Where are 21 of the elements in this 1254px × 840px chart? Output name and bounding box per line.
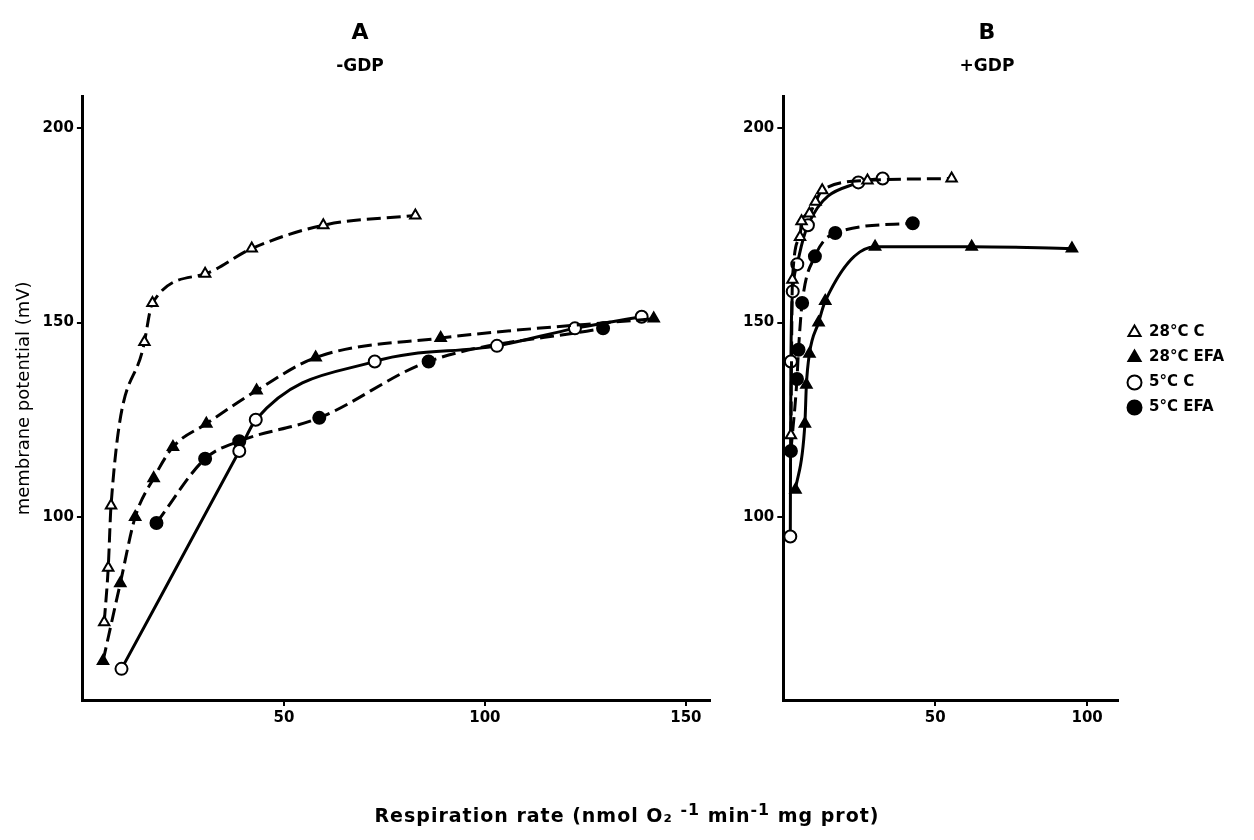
legend-label: 5°C C: [1149, 372, 1195, 391]
x-tick-label: 50: [924, 707, 946, 726]
y-tick-label: 150: [743, 312, 775, 331]
x-tick-label: 100: [469, 707, 501, 726]
legend-label: 28°C EFA: [1149, 347, 1225, 366]
y-tick-label: 150: [42, 312, 74, 331]
x-tick-label: 50: [273, 707, 295, 726]
chart-title: B: [978, 18, 996, 44]
x-tick-label: 150: [670, 707, 702, 726]
legend-label: 5°C EFA: [1149, 397, 1214, 416]
y-axis-title: membrane potential (mV): [12, 281, 34, 516]
chart-title: A: [351, 18, 369, 44]
x-tick-label: 100: [1071, 707, 1103, 726]
legend-label: 28°C C: [1149, 322, 1205, 341]
y-tick-label: 100: [743, 506, 775, 525]
y-tick-label: 200: [743, 117, 775, 136]
chart-subtitle: +GDP: [959, 55, 1015, 76]
y-tick-label: 200: [42, 117, 74, 136]
y-tick-label: 100: [42, 506, 74, 525]
x-axis-title: Respiration rate (nmol O₂ $^{-1}$ min$^{-1}$ mg prot): [373, 800, 881, 827]
chart-subtitle: -GDP: [336, 55, 384, 76]
